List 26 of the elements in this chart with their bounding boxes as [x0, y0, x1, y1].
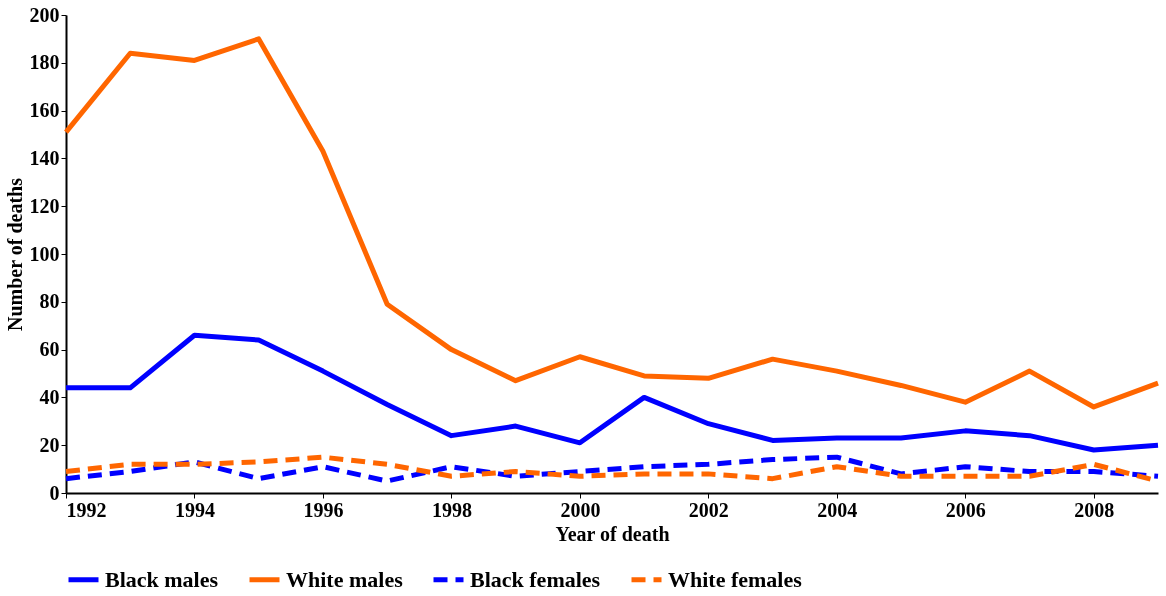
- x-tick-label: 2008: [1074, 498, 1115, 521]
- legend-label: White females: [668, 566, 803, 592]
- y-tick-label: 80: [39, 290, 60, 313]
- y-tick-label: 40: [39, 385, 60, 408]
- x-tick-label: 1998: [431, 498, 472, 521]
- legend-label: Black males: [105, 566, 219, 592]
- y-tick-label: 200: [29, 3, 60, 26]
- x-tick-label: 1992: [66, 498, 107, 521]
- y-tick-label: 0: [49, 481, 60, 504]
- legend-label: Black females: [470, 566, 601, 592]
- x-tick-label: 2006: [945, 498, 986, 521]
- x-tick-label: 2000: [560, 498, 601, 521]
- legend-label: White males: [286, 566, 404, 592]
- y-tick-label: 120: [29, 194, 60, 217]
- x-tick-label: 1994: [174, 498, 215, 521]
- y-tick-label: 180: [29, 51, 60, 74]
- y-tick-label: 100: [29, 242, 60, 265]
- x-tick-label: 2004: [817, 498, 858, 521]
- x-tick-label: 1996: [303, 498, 344, 521]
- y-axis-title: Number of deaths: [3, 177, 26, 331]
- y-tick-label: 160: [29, 99, 60, 122]
- x-tick-label: 2002: [688, 498, 729, 521]
- x-axis-title: Year of death: [555, 522, 670, 545]
- y-tick-label: 140: [29, 146, 60, 169]
- y-tick-label: 60: [39, 338, 60, 361]
- y-tick-label: 20: [39, 433, 60, 456]
